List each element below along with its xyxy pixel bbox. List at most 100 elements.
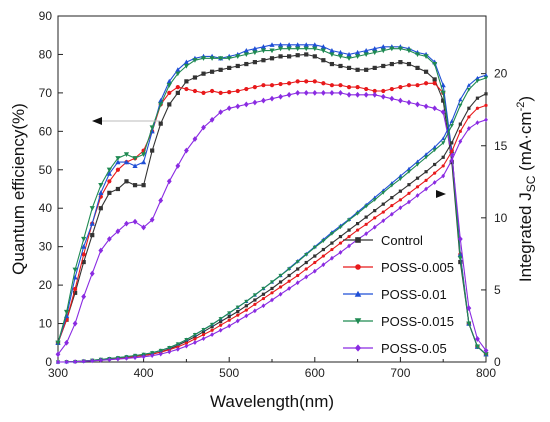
- marker-poss-0-015: [200, 56, 207, 61]
- marker-control: [244, 61, 249, 67]
- left-tick-label: 50: [39, 163, 53, 177]
- marker-control: [90, 233, 95, 238]
- marker-control: [287, 273, 291, 278]
- marker-control: [423, 69, 429, 74]
- marker-poss-0-015: [381, 191, 386, 195]
- x-tick-label: 300: [48, 366, 68, 380]
- marker-poss-0-005: [390, 203, 394, 208]
- marker-poss-0-015: [457, 256, 463, 261]
- marker-poss-0-005: [373, 216, 377, 220]
- marker-poss-0-015: [286, 46, 292, 52]
- marker-control: [287, 54, 292, 59]
- marker-control: [124, 179, 129, 184]
- marker-poss-0-05: [210, 332, 214, 338]
- marker-poss-0-05: [338, 89, 343, 96]
- marker-control: [261, 58, 266, 63]
- marker-poss-0-05: [415, 193, 420, 198]
- marker-poss-0-01: [98, 190, 104, 195]
- marker-poss-0-015: [269, 48, 275, 54]
- marker-poss-0-015: [295, 260, 300, 264]
- marker-poss-0-01: [372, 46, 378, 51]
- marker-poss-0-01: [269, 42, 275, 47]
- marker-poss-0-05: [124, 220, 129, 227]
- marker-control: [356, 222, 360, 226]
- marker-poss-0-01: [277, 42, 284, 47]
- marker-poss-0-015: [380, 48, 386, 54]
- marker-control: [389, 61, 394, 67]
- marker-poss-0-015: [166, 83, 172, 88]
- marker-poss-0-05: [381, 218, 386, 224]
- marker-poss-0-05: [380, 93, 386, 100]
- marker-poss-0-015: [346, 56, 352, 61]
- marker-control: [355, 67, 360, 72]
- marker-poss-0-005: [321, 254, 325, 258]
- marker-poss-0-015: [423, 54, 429, 59]
- marker-control: [167, 102, 172, 107]
- marker-poss-0-005: [398, 85, 403, 90]
- marker-poss-0-01: [423, 152, 429, 156]
- marker-poss-0-05: [55, 351, 61, 358]
- marker-poss-0-005: [210, 328, 214, 332]
- marker-poss-0-005: [441, 164, 445, 168]
- marker-control: [407, 183, 411, 187]
- marker-poss-0-005: [167, 90, 172, 95]
- marker-poss-0-005: [484, 103, 488, 107]
- right-tick-label: 10: [494, 211, 508, 225]
- marker-control: [432, 77, 437, 82]
- marker-poss-0-05: [295, 89, 301, 96]
- x-tick-label: 500: [219, 366, 239, 380]
- marker-poss-0-01: [81, 244, 87, 249]
- marker-poss-0-01: [295, 42, 301, 47]
- marker-poss-0-01: [106, 171, 112, 176]
- marker-poss-0-01: [441, 136, 446, 141]
- marker-poss-0-005: [304, 79, 309, 84]
- marker-poss-0-05: [372, 91, 378, 98]
- marker-poss-0-015: [303, 46, 309, 52]
- marker-poss-0-05: [64, 359, 69, 365]
- marker-poss-0-05: [449, 157, 454, 163]
- marker-control: [244, 304, 248, 308]
- marker-poss-0-005: [261, 83, 266, 88]
- marker-poss-0-005: [287, 81, 292, 86]
- marker-control: [295, 53, 300, 58]
- right-axis-label: Integrated JSC (mA·cm-2): [515, 96, 538, 282]
- marker-poss-0-005: [107, 179, 112, 184]
- marker-poss-0-05: [320, 89, 326, 96]
- marker-poss-0-05: [158, 197, 164, 204]
- marker-poss-0-01: [320, 44, 326, 49]
- marker-poss-0-005: [278, 285, 283, 289]
- marker-poss-0-015: [252, 293, 257, 298]
- marker-poss-0-01: [406, 166, 412, 171]
- marker-control: [338, 63, 343, 69]
- marker-poss-0-05: [466, 126, 471, 131]
- legend-item-poss-0-015: POSS-0.015: [343, 314, 454, 329]
- marker-poss-0-05: [175, 346, 180, 352]
- marker-poss-0-005: [381, 88, 386, 94]
- left-tick-label: 10: [39, 317, 53, 331]
- marker-poss-0-005: [209, 88, 215, 94]
- marker-poss-0-005: [176, 345, 180, 349]
- marker-control: [296, 267, 300, 271]
- marker-poss-0-015: [98, 183, 104, 188]
- marker-control: [321, 247, 325, 252]
- marker-poss-0-005: [296, 273, 300, 278]
- marker-control: [441, 155, 445, 159]
- axes-ticks: 300 400 500 600 700 8000102030405060708090051…: [39, 9, 508, 380]
- marker-poss-0-005: [253, 302, 257, 306]
- marker-poss-0-05: [269, 95, 275, 102]
- marker-legend-poss-0-05: [354, 344, 362, 352]
- marker-poss-0-015: [115, 156, 121, 161]
- marker-poss-0-015: [312, 46, 318, 52]
- marker-control: [467, 106, 471, 110]
- marker-poss-0-05: [209, 116, 215, 123]
- marker-poss-0-005: [115, 167, 121, 172]
- marker-poss-0-05: [415, 101, 420, 108]
- marker-poss-0-05: [89, 270, 95, 277]
- marker-poss-0-05: [192, 136, 198, 142]
- marker-poss-0-015: [432, 148, 437, 153]
- right-arrow: [436, 190, 446, 198]
- marker-control: [398, 189, 402, 193]
- marker-poss-0-05: [423, 103, 429, 110]
- x-tick-label: 700: [390, 366, 410, 380]
